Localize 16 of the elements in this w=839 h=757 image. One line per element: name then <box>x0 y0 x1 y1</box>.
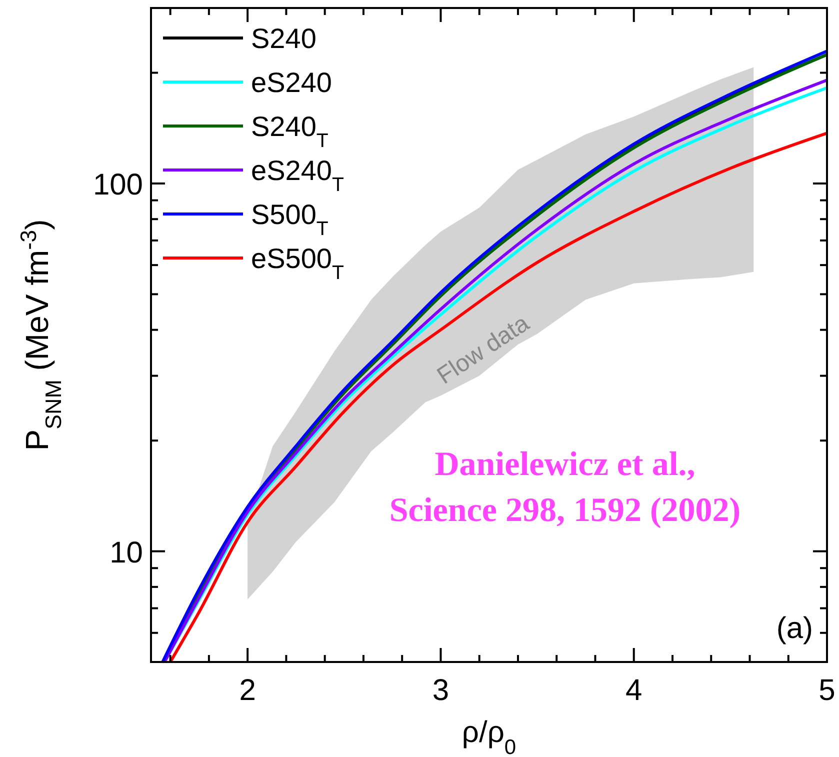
legend-label: eS240$_{T}$ <box>251 155 344 196</box>
legend-label: S500$_{T}$ <box>251 199 328 240</box>
y-tick-label: 100 <box>92 168 143 202</box>
x-tick-label: 2 <box>239 674 256 707</box>
legend-label: S240$_{T}$ <box>251 111 328 152</box>
annotation: (a) <box>776 612 813 645</box>
y-tick-label: 10 <box>110 536 143 570</box>
x-tick-label: 5 <box>818 674 836 707</box>
x-tick-label: 4 <box>626 674 642 707</box>
text: Flow data <box>432 309 535 390</box>
annotation: Danielewicz et al., Science 298, 1592 (2002) <box>389 446 741 529</box>
x-axis-title: ρ/ρ$_{0}$ <box>462 716 516 757</box>
legend-label: eS500$_{T}$ <box>251 243 344 284</box>
legend-label: S240 <box>251 23 316 54</box>
legend-label: eS240 <box>251 67 332 98</box>
x-tick-label: 3 <box>432 674 450 707</box>
